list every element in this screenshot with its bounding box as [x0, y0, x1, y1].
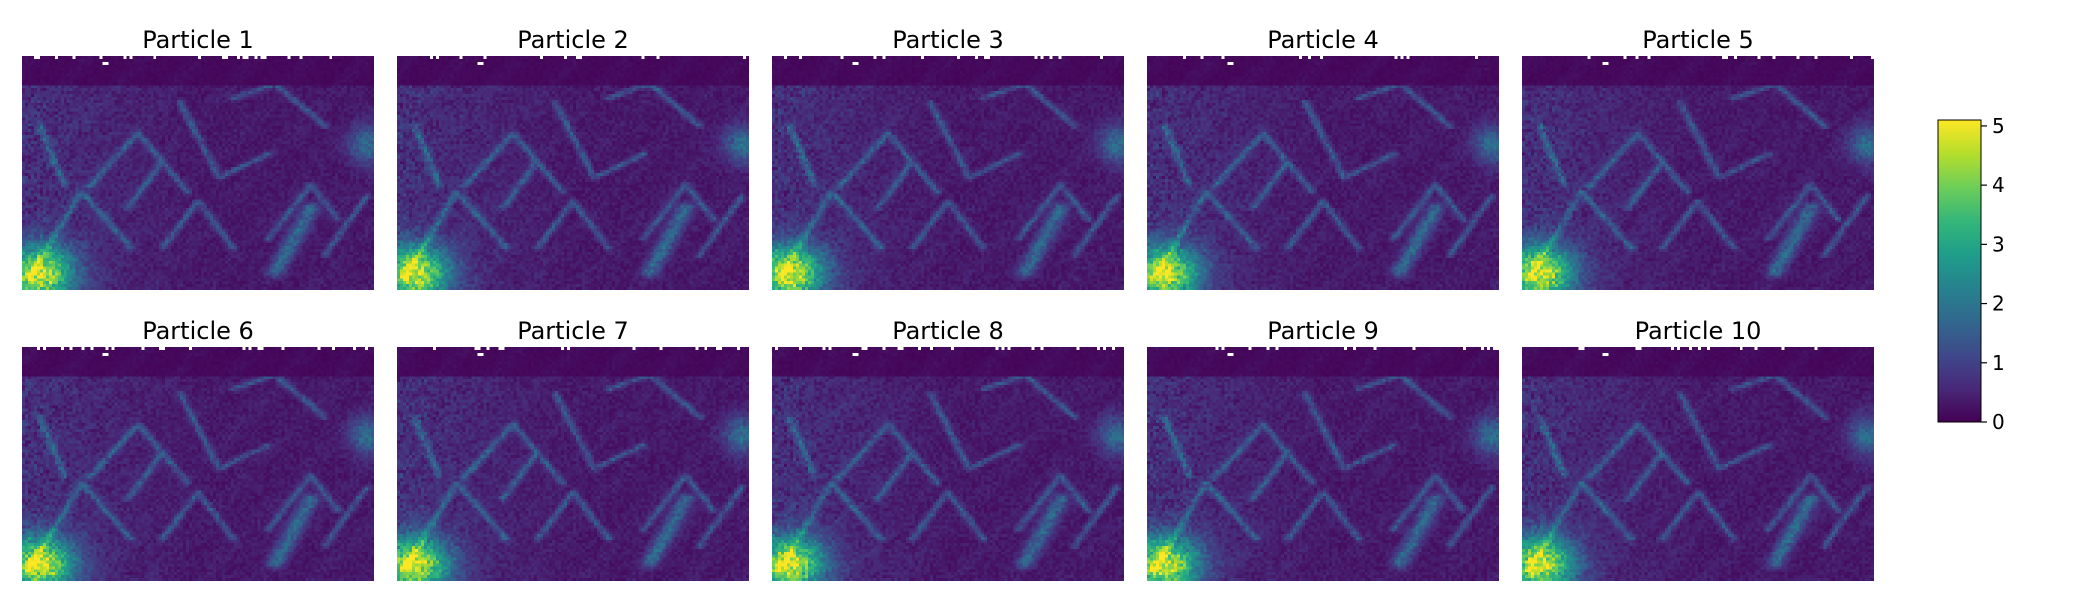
- heatmap-panel-5: Particle 5: [1522, 26, 1874, 290]
- colorbar-tick-label-5: 5: [1992, 114, 2005, 138]
- panel-title-3: Particle 3: [892, 26, 1004, 54]
- panel-title-6: Particle 6: [142, 317, 254, 345]
- heatmap-panel-1: Particle 1: [22, 26, 374, 290]
- panel-title-9: Particle 9: [1267, 317, 1379, 345]
- panel-title-1: Particle 1: [142, 26, 254, 54]
- colorbar-tick-label-0: 0: [1992, 410, 2005, 434]
- heatmap-panel-6: Particle 6: [22, 317, 374, 581]
- heatmap-panel-7: Particle 7: [397, 317, 749, 581]
- colorbar-tick-label-3: 3: [1992, 232, 2005, 256]
- colorbar-bar: [1937, 119, 1982, 423]
- panel-title-4: Particle 4: [1267, 26, 1379, 54]
- colorbar-tick-label-4: 4: [1992, 173, 2005, 197]
- heatmap-image-9: [1147, 347, 1499, 581]
- heatmap-panel-2: Particle 2: [397, 26, 749, 290]
- heatmap-panel-10: Particle 10: [1522, 317, 1874, 581]
- heatmap-image-4: [1147, 56, 1499, 290]
- panel-title-5: Particle 5: [1642, 26, 1754, 54]
- panel-title-8: Particle 8: [892, 317, 1004, 345]
- panel-title-7: Particle 7: [517, 317, 629, 345]
- heatmap-panel-8: Particle 8: [772, 317, 1124, 581]
- heatmap-image-1: [22, 56, 374, 290]
- colorbar: 0 1 2 3 4 5: [1937, 114, 2005, 434]
- heatmap-image-7: [397, 347, 749, 581]
- heatmap-panel-3: Particle 3: [772, 26, 1124, 290]
- heatmap-image-3: [772, 56, 1124, 290]
- heatmap-image-5: [1522, 56, 1874, 290]
- heatmap-panel-9: Particle 9: [1147, 317, 1499, 581]
- panel-grid: Particle 1 Particle 2 Particle 3 Particle 4…: [22, 26, 1874, 581]
- heatmap-panel-4: Particle 4: [1147, 26, 1499, 290]
- heatmap-image-10: [1522, 347, 1874, 581]
- heatmap-image-2: [397, 56, 749, 290]
- panel-title-10: Particle 10: [1635, 317, 1762, 345]
- colorbar-tick-label-1: 1: [1992, 351, 2005, 375]
- colorbar-tick-label-2: 2: [1992, 292, 2005, 316]
- panel-title-2: Particle 2: [517, 26, 629, 54]
- heatmap-image-8: [772, 347, 1124, 581]
- heatmap-image-6: [22, 347, 374, 581]
